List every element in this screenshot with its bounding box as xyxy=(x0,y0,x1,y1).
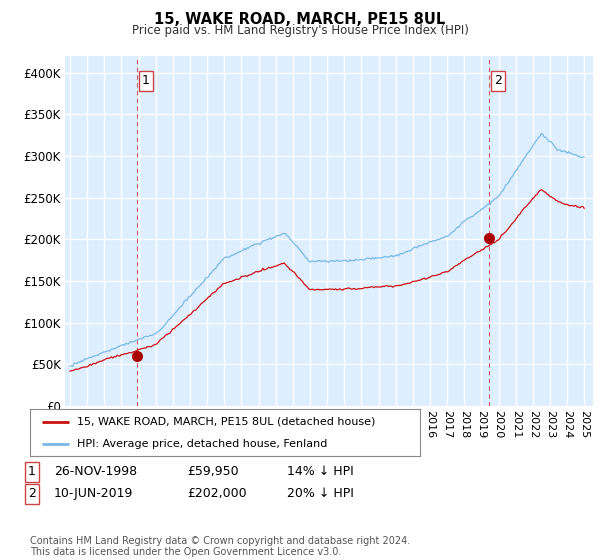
Text: HPI: Average price, detached house, Fenland: HPI: Average price, detached house, Fenl… xyxy=(77,438,327,449)
Text: 1: 1 xyxy=(142,74,150,87)
Text: 14% ↓ HPI: 14% ↓ HPI xyxy=(287,465,354,478)
Text: 10-JUN-2019: 10-JUN-2019 xyxy=(54,487,133,501)
Text: 2: 2 xyxy=(494,74,502,87)
Text: Contains HM Land Registry data © Crown copyright and database right 2024.
This d: Contains HM Land Registry data © Crown c… xyxy=(30,535,410,557)
Text: £202,000: £202,000 xyxy=(187,487,247,501)
Text: 26-NOV-1998: 26-NOV-1998 xyxy=(54,465,137,478)
Text: 2: 2 xyxy=(28,487,36,501)
Text: £59,950: £59,950 xyxy=(187,465,239,478)
Text: 15, WAKE ROAD, MARCH, PE15 8UL (detached house): 15, WAKE ROAD, MARCH, PE15 8UL (detached… xyxy=(77,417,375,427)
Text: 1: 1 xyxy=(28,465,36,478)
Text: 20% ↓ HPI: 20% ↓ HPI xyxy=(287,487,354,501)
Text: Price paid vs. HM Land Registry's House Price Index (HPI): Price paid vs. HM Land Registry's House … xyxy=(131,24,469,36)
Text: 15, WAKE ROAD, MARCH, PE15 8UL: 15, WAKE ROAD, MARCH, PE15 8UL xyxy=(154,12,446,27)
